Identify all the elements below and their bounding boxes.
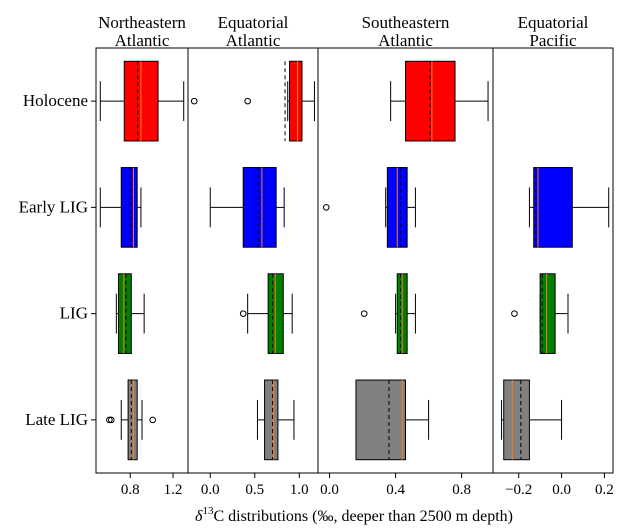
y-tick-label: Late LIG: [25, 410, 88, 429]
panel-title: Equatorial: [518, 13, 589, 32]
outlier: [511, 310, 518, 317]
box: [289, 60, 303, 142]
x-tick-label: 0.0: [552, 482, 571, 498]
box: [503, 379, 530, 461]
x-label-sup: 13: [202, 505, 214, 517]
x-tick-label: 0.4: [386, 482, 405, 498]
outlier: [190, 97, 198, 105]
panel-title: Atlantic: [115, 31, 170, 50]
x-tick-label: 0.0: [201, 482, 220, 498]
panel-title: Southeastern: [362, 13, 450, 32]
outlier: [149, 416, 156, 424]
x-tick-label: 1.2: [164, 482, 183, 498]
panel-title: Pacific: [529, 31, 577, 50]
panel-frame: [492, 47, 614, 474]
y-tick-label: Holocene: [23, 91, 88, 110]
y-tick-label: Early LIG: [19, 197, 88, 216]
panel-title: Equatorial: [218, 13, 289, 32]
x-label-symbol: δ: [195, 508, 203, 525]
x-tick-label: 0.8: [121, 482, 140, 498]
x-tick-label: 0.5: [245, 482, 264, 498]
box: [405, 60, 456, 142]
box: [539, 273, 556, 354]
panel-title: Atlantic: [378, 31, 433, 50]
panel-title: Atlantic: [226, 31, 281, 50]
box: [117, 273, 132, 354]
box: [242, 167, 277, 248]
box: [533, 167, 573, 248]
box: [120, 167, 138, 248]
box: [264, 379, 279, 461]
x-tick-label: 0.2: [595, 482, 614, 498]
outlier: [106, 416, 113, 424]
x-tick-label: 0.0: [320, 482, 339, 498]
outlier: [107, 416, 115, 424]
outlier: [322, 204, 330, 211]
panel-title: Northeastern: [98, 13, 186, 32]
y-tick-label: LIG: [60, 304, 88, 323]
outlier: [239, 310, 247, 317]
x-axis-label: δ13C distributions (‰, deeper than 2500 …: [195, 505, 513, 525]
outlier: [244, 97, 251, 105]
x-tick-label: 1.0: [290, 482, 309, 498]
x-label-text: C distributions (‰, deeper than 2500 m d…: [213, 508, 513, 525]
x-tick-label: −0.2: [505, 482, 532, 498]
x-tick-label: 0.8: [452, 482, 471, 498]
outlier: [360, 310, 368, 317]
box: [127, 379, 138, 461]
box: [355, 379, 407, 461]
